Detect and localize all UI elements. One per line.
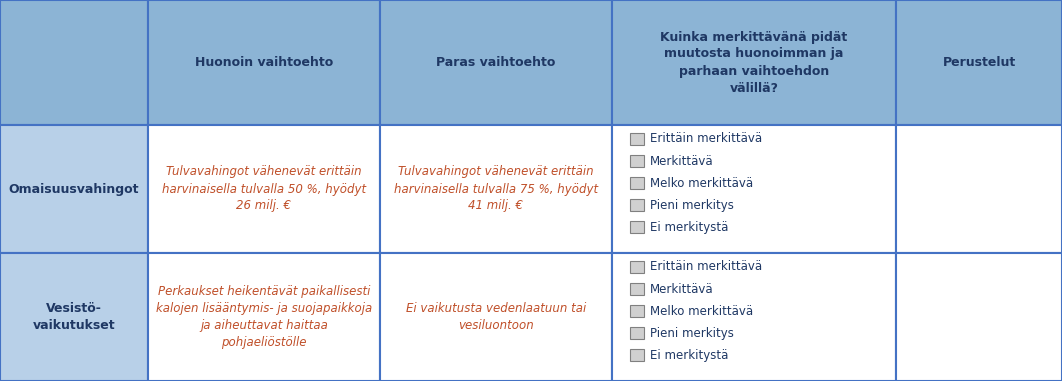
Text: Melko merkittävä: Melko merkittävä [650,305,753,318]
Text: Perkaukset heikentävät paikallisesti
kalojen lisääntymis- ja suojapaikkoja
ja ai: Perkaukset heikentävät paikallisesti kal… [156,285,372,349]
Bar [612,0,896,125]
Text: Tulvavahingot vähenevät erittäin
harvinaisella tulvalla 75 %, hyödyt
41 milj. €: Tulvavahingot vähenevät erittäin harvina… [394,165,598,213]
Bar [380,253,612,381]
Bar [630,221,644,233]
Text: Perustelut: Perustelut [942,56,1015,69]
Text: Erittäin merkittävä: Erittäin merkittävä [650,133,763,146]
Text: Ei merkitystä: Ei merkitystä [650,221,729,234]
Bar [148,0,380,125]
Text: Pieni merkitys: Pieni merkitys [650,327,734,340]
Text: Vesistö-
vaikutukset: Vesistö- vaikutukset [33,302,116,332]
Bar [630,133,644,145]
Bar [630,327,644,339]
Bar [896,125,1062,253]
Text: Paras vaihtoehto: Paras vaihtoehto [436,56,555,69]
Text: Merkittävä: Merkittävä [650,155,714,168]
Bar [896,0,1062,125]
Bar [0,125,148,253]
Bar [630,199,644,211]
Bar [630,155,644,167]
Text: Tulvavahingot vähenevät erittäin
harvinaisella tulvalla 50 %, hyödyt
26 milj. €: Tulvavahingot vähenevät erittäin harvina… [161,165,366,213]
Text: Merkittävä: Merkittävä [650,283,714,296]
Bar [612,125,896,253]
Bar [896,253,1062,381]
Bar [612,253,896,381]
Text: Erittäin merkittävä: Erittäin merkittävä [650,261,763,274]
Text: Ei merkitystä: Ei merkitystä [650,349,729,362]
Bar [630,349,644,361]
Bar [630,261,644,273]
Bar [630,283,644,295]
Text: Huonoin vaihtoehto: Huonoin vaihtoehto [194,56,333,69]
Bar [380,125,612,253]
Bar [148,253,380,381]
Text: Melko merkittävä: Melko merkittävä [650,177,753,190]
Text: Pieni merkitys: Pieni merkitys [650,199,734,212]
Bar [380,0,612,125]
Bar [148,125,380,253]
Bar [0,0,148,125]
Bar [630,177,644,189]
Text: Ei vaikutusta vedenlaatuun tai
vesiluontoon: Ei vaikutusta vedenlaatuun tai vesiluont… [406,302,586,332]
Bar [630,305,644,317]
Bar [0,253,148,381]
Text: Omaisuusvahingot: Omaisuusvahingot [8,182,139,195]
Text: Kuinka merkittävänä pidät
muutosta huonoimman ja
parhaan vaihtoehdon
välillä?: Kuinka merkittävänä pidät muutosta huono… [661,30,847,94]
